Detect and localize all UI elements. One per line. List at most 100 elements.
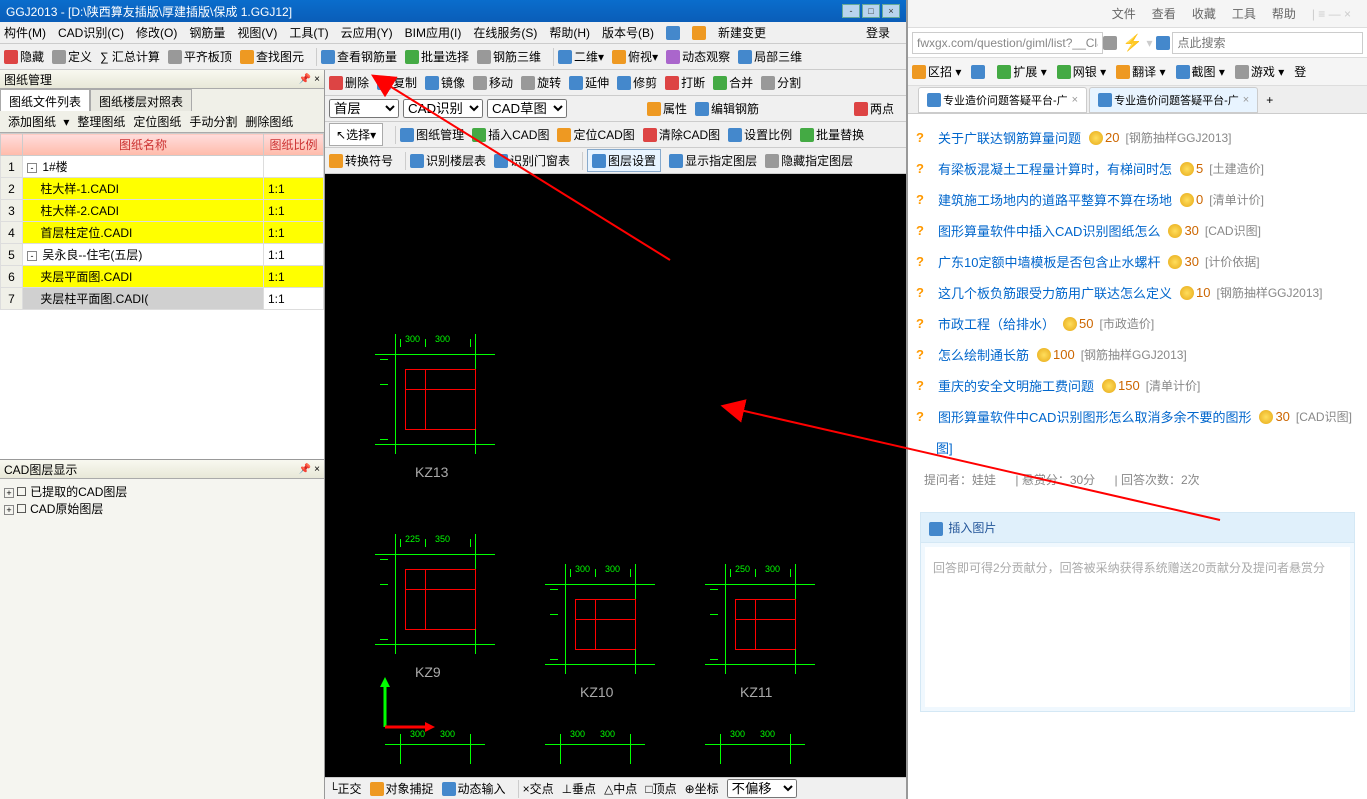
browser-tool-扩展[interactable]: 扩展 ▾ — [997, 63, 1046, 80]
question-link[interactable]: 怎么绘制通长筋 — [938, 345, 1029, 364]
question-link[interactable]: 重庆的安全文明施工费问题 — [938, 376, 1094, 395]
drawing-row[interactable]: 7 夹层柱平面图.CADI(1:1 — [1, 288, 324, 310]
search-engine-icon[interactable] — [1156, 36, 1170, 50]
view-rebar-button[interactable]: 查看钢筋量 — [321, 48, 397, 65]
menu-tools[interactable]: 工具(T) — [289, 24, 328, 41]
locate-cad-button[interactable]: 定位CAD图 — [557, 126, 634, 143]
question-link[interactable]: 图形算量软件中插入CAD识别图纸怎么 — [938, 221, 1160, 240]
question-link[interactable]: 市政工程（给排水） — [938, 314, 1055, 333]
layer-extracted[interactable]: +☐ 已提取的CAD图层 — [4, 483, 320, 500]
search-input[interactable] — [1172, 32, 1363, 54]
edit-rebar-button[interactable]: 编辑钢筋 — [695, 100, 759, 117]
cadid-select[interactable]: CAD识别 — [403, 99, 483, 118]
midpoint-button[interactable]: △ 中点 — [604, 780, 637, 797]
go-button[interactable]: ⚡ — [1123, 33, 1143, 53]
close-button[interactable]: × — [882, 4, 900, 18]
rebar-3d-button[interactable]: 钢筋三维 — [477, 48, 541, 65]
menu-view[interactable]: 视图(V) — [237, 24, 277, 41]
answer-textarea[interactable]: 回答即可得2分贡献分，回答被采纳获得系统赠送20贡献分及提问者悬赏分 — [925, 547, 1350, 707]
convert-symbol-button[interactable]: 转换符号 — [329, 152, 393, 169]
new-change-button[interactable]: 新建变更 — [718, 24, 766, 41]
set-scale-button[interactable]: 设置比例 — [728, 126, 792, 143]
dyninput-button[interactable]: 动态输入 — [442, 780, 506, 797]
tab-close-1[interactable]: × — [1072, 94, 1078, 106]
browser-tool-登[interactable]: 登 — [1294, 63, 1306, 80]
menu-rebar[interactable]: 钢筋量 — [189, 24, 225, 41]
delete-button[interactable]: 删除 — [329, 74, 369, 91]
url-icon[interactable] — [1103, 36, 1117, 50]
find-element-button[interactable]: 查找图元 — [240, 48, 304, 65]
batch-replace-button[interactable]: 批量替换 — [800, 126, 864, 143]
coord-button[interactable]: ⊕ 坐标 — [685, 780, 719, 797]
cadsketch-select[interactable]: CAD草图 — [487, 99, 567, 118]
drawing-row[interactable]: 6 夹层平面图.CADI1:1 — [1, 266, 324, 288]
new-tab-button[interactable]: + — [1260, 93, 1279, 107]
2d-button[interactable]: 二维 ▾ — [558, 48, 604, 65]
browser-tab-1[interactable]: 专业造价问题答疑平台-广 × — [918, 87, 1087, 113]
move-button[interactable]: 移动 — [473, 74, 513, 91]
organize-drawing-button[interactable]: 整理图纸 — [73, 113, 129, 130]
tab-floor-compare[interactable]: 图纸楼层对照表 — [90, 89, 192, 111]
menu-online[interactable]: 在线服务(S) — [473, 24, 537, 41]
locate-drawing-button[interactable]: 定位图纸 — [129, 113, 185, 130]
question-link[interactable]: 这几个板负筋跟受力筋用广联达怎么定义 — [938, 283, 1172, 302]
browser-menu-help[interactable]: 帮助 — [1272, 5, 1296, 22]
question-link[interactable]: 建筑施工场地内的道路平整算不算在场地 — [938, 190, 1172, 209]
level-select[interactable]: 首层 — [329, 99, 399, 118]
select-button[interactable]: ↖ 选择 ▾ — [329, 123, 383, 146]
clear-cad-button[interactable]: 清除CAD图 — [643, 126, 720, 143]
offset-select[interactable]: 不偏移 — [727, 779, 797, 798]
drawing-row[interactable]: 3 柱大样-2.CADI1:1 — [1, 200, 324, 222]
answer-header[interactable]: 插入图片 — [921, 513, 1354, 543]
browser-tool-网银[interactable]: 网银 ▾ — [1057, 63, 1106, 80]
question-link[interactable]: 广东10定额中墙模板是否包含止水螺杆 — [938, 252, 1160, 271]
layer-settings-button[interactable]: 图层设置 — [587, 149, 661, 172]
browser-tab-2[interactable]: 专业造价问题答疑平台-广 × — [1089, 87, 1258, 113]
browser-menu-fav[interactable]: 收藏 — [1192, 5, 1216, 22]
define-button[interactable]: 定义 — [52, 48, 92, 65]
copy-button[interactable]: 复制 — [377, 74, 417, 91]
split-button[interactable]: 分割 — [761, 74, 801, 91]
vertex-button[interactable]: □ 顶点 — [645, 780, 676, 797]
browser-tool-截图[interactable]: 截图 ▾ — [1176, 63, 1225, 80]
break-button[interactable]: 打断 — [665, 74, 705, 91]
insert-cad-button[interactable]: 插入CAD图 — [472, 126, 549, 143]
extend-button[interactable]: 延伸 — [569, 74, 609, 91]
ortho-button[interactable]: └ 正交 — [329, 780, 362, 797]
menu-component[interactable]: 构件(M) — [4, 24, 46, 41]
menu-cadid[interactable]: CAD识别(C) — [58, 24, 124, 41]
question-link[interactable]: 有梁板混凝土工程量计算时，有梯间时怎 — [938, 159, 1172, 178]
cad-viewport[interactable]: 300300KZ13225350KZ9300300KZ10250300KZ113… — [325, 174, 906, 777]
drawing-row[interactable]: 1- 1#楼 — [1, 156, 324, 178]
add-drawing-button[interactable]: 添加图纸 ▾ — [0, 113, 73, 130]
level-board-button[interactable]: 平齐板顶 — [168, 48, 232, 65]
rotate-button[interactable]: 旋转 — [521, 74, 561, 91]
browser-menu-view[interactable]: 查看 — [1152, 5, 1176, 22]
recog-window-button[interactable]: 识别门窗表 — [494, 152, 570, 169]
browser-tool-区招[interactable]: 区招 ▾ — [912, 63, 961, 80]
dynamic-view-button[interactable]: 动态观察 — [666, 48, 730, 65]
question-link[interactable]: 关于广联达钢筋算量问题 — [938, 128, 1081, 147]
minimize-button[interactable]: - — [842, 4, 860, 18]
delete-drawing-button[interactable]: 删除图纸 — [241, 113, 297, 130]
drawing-row[interactable]: 4 首层柱定位.CADI1:1 — [1, 222, 324, 244]
question-link[interactable]: 图形算量软件中CAD识别图形怎么取消多余不要的图形 — [938, 407, 1251, 426]
manual-split-button[interactable]: 手动分割 — [185, 113, 241, 130]
intersect-button[interactable]: × 交点 — [523, 780, 554, 797]
batch-select-button[interactable]: 批量选择 — [405, 48, 469, 65]
menu-bim[interactable]: BIM应用(I) — [405, 24, 462, 41]
icon-2[interactable] — [692, 26, 706, 40]
perp-button[interactable]: ⊥ 垂点 — [562, 780, 596, 797]
pin-icon[interactable]: 📌 × — [299, 74, 320, 85]
drawing-row[interactable]: 2 柱大样-1.CADI1:1 — [1, 178, 324, 200]
icon-1[interactable] — [666, 26, 680, 40]
osnap-button[interactable]: 对象捕捉 — [370, 780, 434, 797]
mirror-button[interactable]: 镜像 — [425, 74, 465, 91]
drawing-mgr-button[interactable]: 图纸管理 — [400, 126, 464, 143]
maximize-button[interactable]: □ — [862, 4, 880, 18]
browser-menu-tools[interactable]: 工具 — [1232, 5, 1256, 22]
browser-tool-翻译[interactable]: 翻译 ▾ — [1116, 63, 1165, 80]
browser-tool-icon[interactable] — [971, 65, 987, 79]
merge-button[interactable]: 合并 — [713, 74, 753, 91]
show-layer-button[interactable]: 显示指定图层 — [669, 152, 757, 169]
